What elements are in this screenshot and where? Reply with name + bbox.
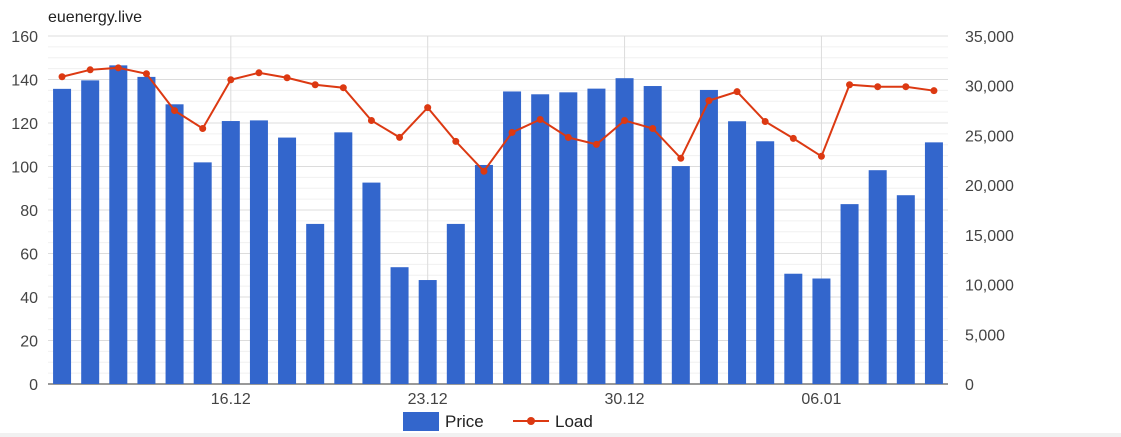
legend-price-swatch	[403, 412, 439, 431]
y-right-tick-label: 20,000	[965, 178, 1014, 195]
legend[interactable]: Price Load	[403, 412, 593, 431]
price-bar[interactable]	[643, 86, 662, 385]
price-bar[interactable]	[334, 132, 353, 384]
load-point[interactable]	[902, 83, 910, 91]
y-left-tick-label: 160	[11, 29, 38, 46]
price-bar[interactable]	[896, 195, 915, 384]
load-point[interactable]	[789, 134, 797, 142]
y-right-tick-label: 0	[965, 377, 974, 394]
y-right-tick-label: 5,000	[965, 327, 1005, 344]
y-left-tick-label: 0	[29, 377, 38, 394]
price-bar[interactable]	[193, 162, 212, 384]
price-bar[interactable]	[249, 120, 268, 384]
load-point[interactable]	[227, 76, 235, 84]
price-bar[interactable]	[390, 267, 409, 384]
load-point[interactable]	[311, 81, 319, 89]
price-bar[interactable]	[81, 80, 100, 385]
x-tick-label: 30.12	[605, 391, 645, 408]
bottom-strip	[0, 433, 1121, 437]
load-point[interactable]	[536, 116, 544, 124]
load-point[interactable]	[396, 133, 404, 141]
price-bar[interactable]	[109, 65, 128, 385]
x-axis: 16.12 23.12 30.12 06.01	[211, 391, 842, 408]
load-point[interactable]	[733, 88, 741, 96]
y-right-tick-label: 25,000	[965, 128, 1014, 145]
price-bar[interactable]	[221, 121, 240, 384]
price-bar[interactable]	[728, 121, 747, 384]
chart-title: euenergy.live	[48, 9, 142, 26]
load-point[interactable]	[592, 140, 600, 148]
y-left-tick-label: 100	[11, 160, 38, 177]
price-bar[interactable]	[278, 137, 297, 384]
load-point[interactable]	[761, 118, 769, 126]
price-bar[interactable]	[446, 223, 465, 384]
load-point[interactable]	[339, 84, 347, 92]
load-point[interactable]	[142, 70, 150, 78]
price-bar[interactable]	[756, 141, 775, 384]
load-point[interactable]	[452, 137, 460, 145]
y-left-tick-label: 60	[20, 247, 38, 264]
load-point[interactable]	[930, 87, 938, 95]
y-left-tick-label: 80	[20, 203, 38, 220]
y-right-tick-label: 10,000	[965, 278, 1014, 295]
y-left-tick-label: 40	[20, 290, 38, 307]
load-point[interactable]	[564, 133, 572, 141]
price-bar[interactable]	[924, 142, 943, 384]
load-point[interactable]	[424, 104, 432, 112]
price-bars	[53, 65, 943, 385]
price-bar[interactable]	[784, 273, 803, 384]
load-point[interactable]	[508, 128, 516, 136]
load-point[interactable]	[649, 124, 657, 132]
load-point[interactable]	[677, 154, 685, 162]
load-point[interactable]	[86, 66, 94, 74]
load-point[interactable]	[199, 124, 207, 132]
load-point[interactable]	[255, 69, 263, 77]
legend-load-label: Load	[555, 412, 593, 431]
price-bar[interactable]	[306, 223, 325, 384]
load-line	[58, 64, 938, 175]
y-left-tick-label: 140	[11, 73, 38, 90]
y-right-tick-label: 15,000	[965, 228, 1014, 245]
price-bar[interactable]	[868, 170, 887, 384]
price-bar[interactable]	[53, 88, 72, 384]
x-tick-label: 16.12	[211, 391, 251, 408]
right-axis: 0 5,000 10,000 15,000 20,000 25,000 30,000 35,0…	[965, 29, 1014, 394]
load-polyline	[61, 66, 935, 173]
y-right-tick-label: 30,000	[965, 79, 1014, 96]
y-left-tick-label: 120	[11, 116, 38, 133]
y-left-tick-label: 20	[20, 334, 38, 351]
price-bar[interactable]	[474, 164, 493, 384]
price-bar[interactable]	[503, 91, 522, 385]
price-bar[interactable]	[362, 182, 381, 384]
load-point[interactable]	[874, 83, 882, 91]
price-bar[interactable]	[587, 88, 606, 384]
load-point[interactable]	[480, 167, 488, 175]
y-right-tick-label: 35,000	[965, 29, 1014, 46]
load-point[interactable]	[114, 64, 122, 72]
x-tick-label: 23.12	[408, 391, 448, 408]
price-bar[interactable]	[812, 278, 831, 384]
price-bar[interactable]	[615, 78, 634, 384]
load-point[interactable]	[621, 117, 629, 125]
price-bar[interactable]	[840, 204, 859, 384]
load-point[interactable]	[367, 117, 375, 125]
price-bar[interactable]	[699, 89, 718, 384]
x-tick-label: 06.01	[801, 391, 841, 408]
load-point[interactable]	[58, 73, 66, 81]
load-point[interactable]	[283, 74, 291, 82]
legend-load-marker	[527, 417, 535, 425]
load-point[interactable]	[846, 81, 854, 89]
load-point[interactable]	[817, 152, 825, 160]
price-bar[interactable]	[671, 166, 690, 384]
price-bar[interactable]	[137, 76, 156, 384]
load-point[interactable]	[171, 107, 179, 115]
price-bar[interactable]	[531, 94, 550, 384]
legend-price-label: Price	[445, 412, 484, 431]
left-axis: 0 20 40 60 80 100 120 140 160	[11, 29, 38, 394]
price-bar[interactable]	[418, 280, 437, 384]
price-bar[interactable]	[559, 92, 578, 385]
price-bar[interactable]	[165, 104, 184, 385]
load-point[interactable]	[705, 97, 713, 105]
